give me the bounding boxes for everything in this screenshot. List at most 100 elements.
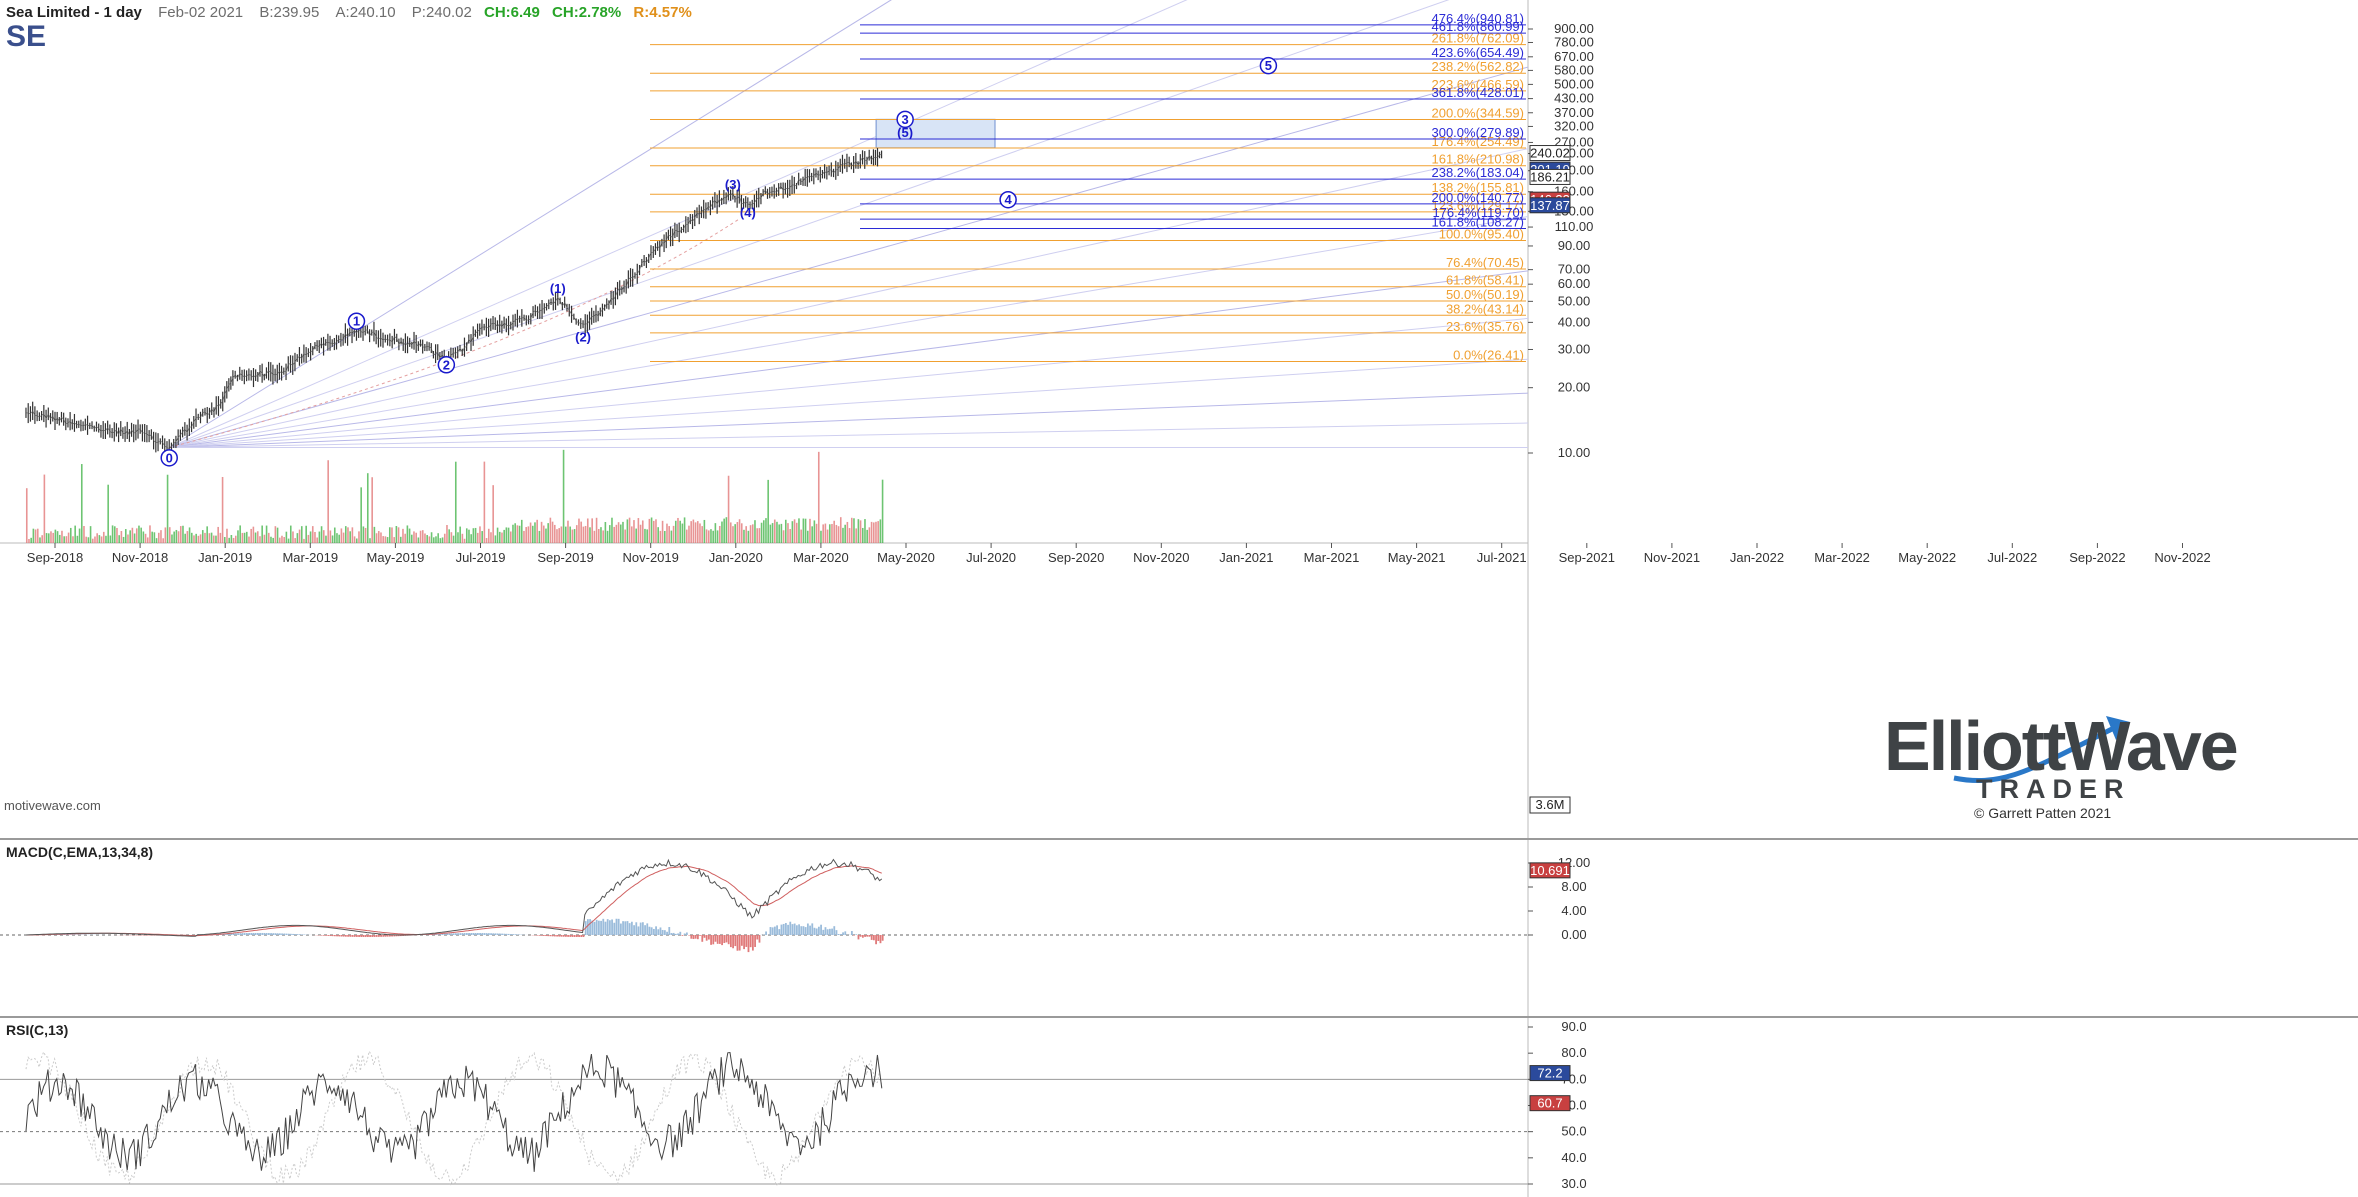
macd-hist-bar — [459, 933, 462, 935]
macd-hist-bar — [545, 935, 547, 937]
volume-bar — [626, 519, 629, 543]
macd-hist-bar — [776, 925, 778, 935]
macd-hist-bar — [630, 921, 633, 935]
ticker-symbol: SE — [6, 20, 47, 53]
macd-hist-bar — [593, 921, 596, 935]
macd-hist-bar — [650, 927, 653, 935]
macd-hist-bar — [263, 932, 266, 935]
macd-hist-bar — [336, 935, 338, 937]
rsi-y-tick-label: 80.0 — [1561, 1045, 1586, 1060]
macd-hist-bar — [648, 926, 651, 935]
volume-bar — [740, 523, 743, 543]
volume-bar — [637, 518, 640, 543]
target-box — [875, 118, 996, 149]
macd-hist-bar — [864, 935, 866, 937]
volume-bar — [663, 530, 666, 543]
volume-bar — [518, 525, 521, 543]
volume-bar — [410, 534, 413, 543]
volume-bar — [468, 529, 470, 543]
volume-bar — [472, 528, 475, 543]
volume-bar — [69, 527, 72, 543]
logo-main-text: ElliottWave — [1884, 707, 2239, 785]
rsi-panel[interactable]: 90.0 80.0 70.0 60.0 50.0 40.0 30.0 72.2 60.7 RSI… — [0, 1018, 2358, 1197]
wave-label: (1) — [550, 281, 566, 296]
volume-bar — [811, 526, 813, 543]
price-chart-panel[interactable]: 261.8%(762.09) 238.2%(562.82) 223.6%(466.5… — [0, 0, 2358, 840]
fib-orange-label: 138.2%(155.81) — [1431, 180, 1524, 195]
fib-orange-label: 123.6%(129.17) — [1431, 198, 1524, 213]
volume-bar — [604, 521, 607, 543]
volume-bar — [259, 536, 261, 543]
volume-bar — [28, 538, 30, 543]
rsi-chart[interactable]: 90.080.070.060.050.040.030.072.260.7 — [0, 1018, 2358, 1197]
volume-bar — [868, 527, 871, 543]
volume-bar — [802, 518, 805, 543]
volume-bar — [197, 535, 200, 543]
macd-hist-bar — [276, 933, 279, 935]
volume-bar — [105, 535, 107, 543]
macd-hist-bar — [694, 935, 697, 939]
fib-blue-label: 238.2%(183.04) — [1431, 165, 1524, 180]
macd-hist-bar — [388, 935, 391, 937]
x-tick-label: May-2020 — [877, 550, 935, 565]
volume-bar — [593, 530, 596, 543]
macd-y-tick-label: 0.00 — [1561, 927, 1586, 942]
volume-bar — [190, 532, 193, 543]
macd-hist-bar — [558, 935, 561, 937]
volume-bar — [89, 526, 92, 543]
volume-bar — [646, 529, 648, 543]
volume-bar — [804, 518, 807, 543]
volume-bar — [457, 532, 459, 543]
x-tick-label: Mar-2022 — [1814, 550, 1870, 565]
volume-bar — [149, 525, 151, 543]
price-tag: 240.02 — [1530, 146, 1570, 161]
volume-bar — [496, 527, 499, 543]
volume-bar — [206, 526, 208, 543]
macd-hist-bar — [241, 933, 244, 935]
chart-header: Sea Limited - 1 day Feb-02 2021 B:239.95… — [6, 4, 692, 21]
volume-bar — [527, 526, 530, 543]
macd-hist-bar — [606, 919, 609, 935]
y-tick-label: 40.00 — [1558, 314, 1591, 329]
macd-hist-bar — [661, 929, 664, 935]
macd-hist-bar — [575, 935, 578, 937]
macd-hist-bar — [787, 924, 789, 935]
macd-hist-bar — [608, 920, 611, 935]
macd-hist-bar — [817, 926, 820, 935]
macd-hist-bar — [349, 935, 352, 937]
volume-bar — [362, 526, 365, 543]
x-tick-label: May-2021 — [1388, 550, 1446, 565]
macd-hist-bar — [857, 935, 860, 940]
macd-hist-bar — [373, 935, 376, 937]
fib-orange-label: 50.0%(50.19) — [1446, 287, 1524, 302]
volume-bar — [575, 525, 578, 543]
x-tick-label: Jul-2020 — [966, 550, 1016, 565]
macd-hist-bar — [850, 931, 853, 935]
macd-hist-bar — [745, 935, 748, 947]
price-tag: 137.87 — [1530, 198, 1570, 213]
macd-hist-bar — [503, 933, 506, 935]
volume-bar — [657, 527, 659, 543]
volume-bar — [413, 531, 415, 543]
fan-line — [169, 0, 1450, 448]
macd-panel[interactable]: 12.00 8.00 4.00 0.00 10.691 MACD(C,EMA,13,34… — [0, 840, 2358, 1018]
volume-bar — [835, 524, 838, 543]
macd-hist-bar — [806, 923, 809, 935]
volume-bar — [428, 536, 431, 543]
volume-bar — [516, 525, 519, 543]
price-chart[interactable]: 261.8%(762.09) 238.2%(562.82) 223.6%(466.5… — [0, 0, 2358, 838]
macd-hist-bar — [399, 935, 402, 937]
volume-bar — [54, 529, 57, 543]
macd-value-box — [1529, 862, 1571, 879]
macd-hist-bar — [283, 933, 286, 935]
volume-bar — [547, 523, 549, 543]
volume-bar — [109, 535, 112, 543]
volume-bar — [140, 527, 142, 543]
macd-hist-bar — [512, 934, 514, 935]
volume-bar — [688, 525, 690, 543]
macd-hist-bar — [516, 934, 519, 935]
rsi-value: 72.2 — [1537, 1066, 1562, 1081]
fib-orange-label: 38.2%(43.14) — [1446, 301, 1524, 316]
volume-bar — [492, 485, 494, 543]
